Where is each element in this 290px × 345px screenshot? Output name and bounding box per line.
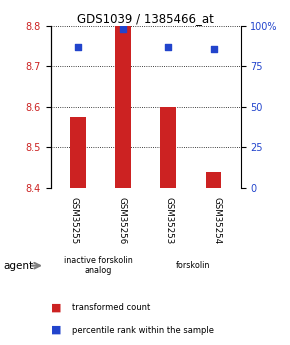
Bar: [70, 117, 86, 188]
Bar: [115, 26, 131, 188]
Text: ■: ■: [51, 302, 61, 312]
Point: [121, 26, 126, 32]
Text: GSM35255: GSM35255: [70, 197, 79, 244]
Text: forskolin: forskolin: [176, 261, 211, 270]
Text: GSM35256: GSM35256: [117, 197, 126, 244]
Text: ■: ■: [51, 325, 61, 335]
Point: [166, 44, 171, 50]
Bar: [206, 172, 222, 188]
Text: GDS1039 / 1385466_at: GDS1039 / 1385466_at: [77, 12, 213, 25]
Point: [76, 44, 80, 50]
Text: transformed count: transformed count: [72, 303, 151, 312]
Text: GSM35254: GSM35254: [213, 197, 222, 244]
Point: [211, 46, 216, 51]
Bar: [160, 107, 176, 188]
Text: agent: agent: [3, 261, 33, 270]
Text: inactive forskolin
analog: inactive forskolin analog: [64, 256, 133, 275]
Text: percentile rank within the sample: percentile rank within the sample: [72, 326, 215, 335]
Text: GSM35253: GSM35253: [165, 197, 174, 244]
